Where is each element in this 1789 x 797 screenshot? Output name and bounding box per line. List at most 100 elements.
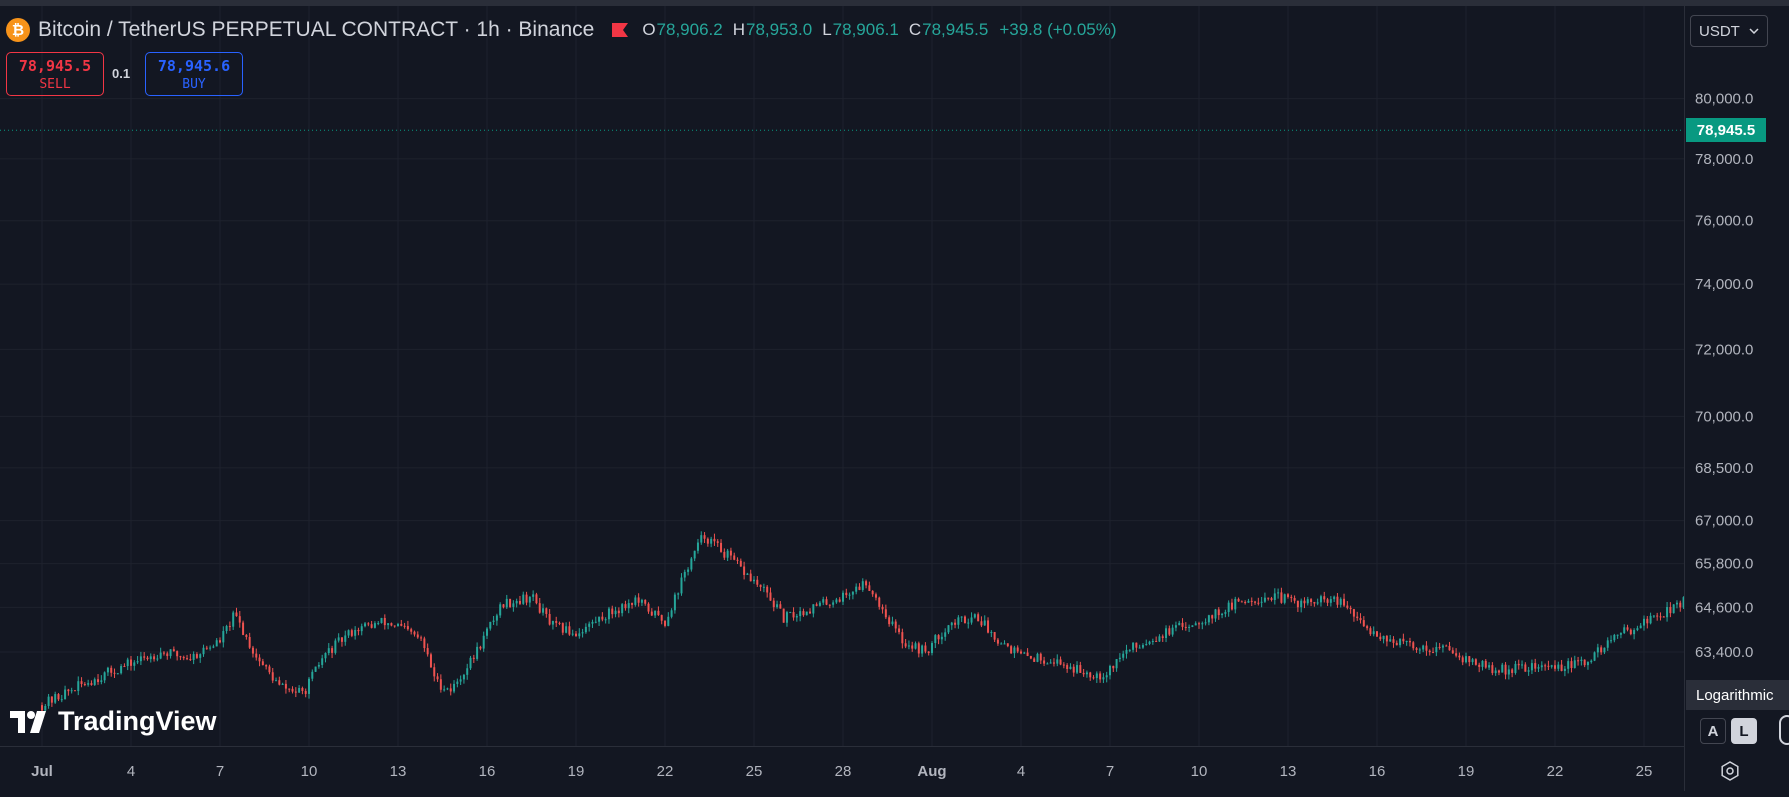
tradingview-logo-icon bbox=[10, 710, 46, 733]
candle-body bbox=[1273, 593, 1276, 600]
candle-body bbox=[1504, 664, 1507, 675]
candle-body bbox=[1428, 650, 1431, 653]
buy-button[interactable]: 78,945.6 BUY bbox=[145, 52, 243, 96]
flag-icon[interactable] bbox=[612, 23, 629, 37]
candle-body bbox=[1023, 652, 1026, 654]
candle-body bbox=[578, 633, 581, 637]
edge-toggle[interactable] bbox=[1779, 715, 1789, 745]
symbol-title[interactable]: Bitcoin / TetherUS PERPETUAL CONTRACT · … bbox=[38, 18, 595, 41]
candle-body bbox=[44, 705, 47, 711]
x-tick-label: 16 bbox=[479, 763, 496, 780]
candle-body bbox=[746, 573, 749, 575]
candle-body bbox=[182, 656, 185, 659]
x-tick-label: 13 bbox=[1280, 763, 1297, 780]
candle-body bbox=[1649, 615, 1652, 624]
candle-body bbox=[1145, 644, 1148, 646]
candle-body bbox=[1046, 663, 1049, 665]
candle-body bbox=[1583, 659, 1586, 666]
candle-body bbox=[80, 681, 83, 685]
order-quantity[interactable]: 0.1 bbox=[112, 66, 131, 81]
candle-body bbox=[591, 621, 594, 624]
candle-body bbox=[772, 600, 775, 608]
last-price-label: 78,945.5 bbox=[1686, 118, 1766, 143]
candle-body bbox=[1603, 647, 1606, 653]
bitcoin-icon: ₿ bbox=[6, 18, 30, 42]
candle-body bbox=[874, 594, 877, 598]
candle-body bbox=[1122, 653, 1125, 658]
candle-body bbox=[1455, 653, 1458, 656]
price-chart[interactable] bbox=[0, 6, 1684, 746]
candle-body bbox=[1352, 609, 1355, 617]
candle-body bbox=[199, 654, 202, 658]
auto-scale-button[interactable]: A bbox=[1700, 718, 1726, 744]
candle-body bbox=[1570, 661, 1573, 668]
candle-body bbox=[255, 653, 258, 658]
candle-body bbox=[673, 594, 676, 611]
candle-body bbox=[1478, 664, 1481, 667]
currency-select[interactable]: USDT bbox=[1690, 15, 1768, 47]
candle-body bbox=[466, 668, 469, 675]
candle-body bbox=[584, 626, 587, 633]
settings-icon[interactable] bbox=[1719, 760, 1741, 782]
candle-body bbox=[568, 626, 571, 635]
candle-body bbox=[1247, 600, 1250, 603]
candle-body bbox=[1244, 601, 1247, 603]
candle-body bbox=[973, 614, 976, 618]
candle-body bbox=[1448, 645, 1451, 651]
candle-body bbox=[1435, 646, 1438, 653]
candle-body bbox=[1349, 607, 1352, 610]
chart-plot-area[interactable] bbox=[0, 6, 1684, 746]
candle-body bbox=[1524, 664, 1527, 672]
candle-body bbox=[248, 637, 251, 648]
candle-body bbox=[561, 623, 564, 633]
candle-body bbox=[1412, 642, 1415, 649]
candle-body bbox=[1652, 615, 1655, 617]
candle-body bbox=[1020, 651, 1022, 654]
y-tick-label: 72,000.0 bbox=[1695, 341, 1753, 358]
candle-body bbox=[838, 599, 841, 602]
candle-body bbox=[1029, 655, 1032, 659]
time-axis[interactable]: Jul 4 7 10 13 16 19 22 25 28 Aug 4 7 10 13 16 19 22 25 bbox=[0, 746, 1684, 791]
candle-body bbox=[1422, 645, 1425, 650]
candle-body bbox=[726, 550, 729, 558]
candle-body bbox=[1643, 618, 1645, 626]
log-scale-button[interactable]: L bbox=[1731, 718, 1757, 744]
candle-body bbox=[1006, 643, 1009, 647]
candle-body bbox=[687, 569, 690, 572]
candle-body bbox=[294, 691, 297, 693]
candle-body bbox=[156, 658, 159, 660]
candle-body bbox=[1389, 639, 1392, 642]
sell-button[interactable]: 78,945.5 SELL bbox=[6, 52, 104, 96]
sell-price: 78,945.5 bbox=[18, 57, 92, 75]
candle-body bbox=[743, 566, 746, 575]
candle-body bbox=[947, 625, 950, 633]
candle-body bbox=[878, 597, 881, 607]
candle-body bbox=[1132, 642, 1135, 650]
candle-body bbox=[733, 555, 736, 560]
candle-body bbox=[364, 623, 367, 627]
candle-body bbox=[1418, 649, 1421, 651]
candle-body bbox=[1254, 601, 1257, 603]
candle-body bbox=[858, 586, 861, 590]
candle-body bbox=[1188, 626, 1191, 628]
candle-body bbox=[265, 665, 268, 667]
candle-body bbox=[944, 632, 947, 637]
candle-body bbox=[1178, 622, 1181, 626]
candle-body bbox=[495, 615, 498, 621]
candle-body bbox=[937, 635, 940, 640]
candle-body bbox=[1013, 647, 1016, 654]
candle-body bbox=[1517, 663, 1520, 666]
price-axis[interactable]: 80,000.0 78,000.0 76,000.0 74,000.0 72,000.0… bbox=[1684, 6, 1789, 791]
candle-body bbox=[1174, 625, 1177, 628]
candle-body bbox=[739, 560, 742, 567]
candle-body bbox=[403, 625, 406, 627]
candle-body bbox=[110, 667, 113, 673]
candle-body bbox=[1402, 638, 1405, 642]
candle-body bbox=[601, 616, 604, 620]
ohlc-values: O78,906.2 H78,953.0 L78,906.1 C78,945.5 … bbox=[642, 20, 1116, 40]
candle-body bbox=[136, 661, 139, 663]
symbol-legend[interactable]: ₿ Bitcoin / TetherUS PERPETUAL CONTRACT … bbox=[6, 16, 1117, 44]
candle-body bbox=[1682, 597, 1684, 608]
candle-body bbox=[1052, 662, 1055, 664]
candle-body bbox=[298, 687, 301, 693]
